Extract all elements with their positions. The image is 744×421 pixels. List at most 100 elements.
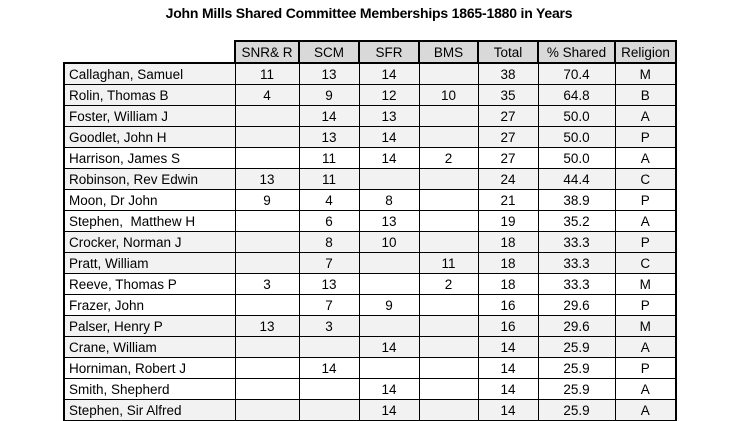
cell-total[interactable]: 18 [477,231,539,253]
cell-total[interactable]: 27 [477,147,539,169]
cell-snr-r[interactable]: 3 [234,273,300,295]
cell-pct-shared[interactable]: 38.9 [537,189,616,211]
cell-sfr[interactable] [358,252,420,274]
cell-religion[interactable]: P [614,294,677,316]
cell-total[interactable]: 24 [477,168,539,190]
cell-pct-shared[interactable]: 25.9 [537,399,616,421]
cell-pct-shared[interactable]: 33.3 [537,252,616,274]
column-header-total[interactable]: Total [477,40,539,64]
cell-snr-r[interactable] [234,105,300,127]
cell-pct-shared[interactable]: 64.8 [537,84,616,106]
cell-name[interactable]: Rolin, Thomas B [63,84,236,106]
cell-bms[interactable] [418,62,479,85]
cell-scm[interactable] [298,336,360,358]
cell-total[interactable]: 27 [477,105,539,127]
cell-religion[interactable]: C [614,252,677,274]
cell-sfr[interactable]: 12 [358,84,420,106]
cell-religion[interactable]: P [614,189,677,211]
cell-scm[interactable]: 4 [298,189,360,211]
cell-religion[interactable]: B [614,84,677,106]
cell-sfr[interactable] [358,315,420,337]
cell-scm[interactable]: 6 [298,210,360,232]
cell-scm[interactable]: 9 [298,84,360,106]
cell-total[interactable]: 18 [477,252,539,274]
cell-total[interactable]: 18 [477,273,539,295]
cell-bms[interactable] [418,378,479,400]
cell-pct-shared[interactable]: 33.3 [537,273,616,295]
cell-snr-r[interactable]: 13 [234,168,300,190]
cell-name[interactable]: Stephen, Sir Alfred [63,399,236,421]
cell-sfr[interactable]: 9 [358,294,420,316]
cell-bms[interactable] [418,315,479,337]
cell-sfr[interactable]: 14 [358,62,420,85]
cell-snr-r[interactable] [234,294,300,316]
cell-religion[interactable]: P [614,126,677,148]
cell-scm[interactable]: 7 [298,294,360,316]
cell-name[interactable]: Robinson, Rev Edwin [63,168,236,190]
cell-pct-shared[interactable]: 50.0 [537,105,616,127]
cell-name[interactable]: Crocker, Norman J [63,231,236,253]
cell-pct-shared[interactable]: 29.6 [537,315,616,337]
cell-sfr[interactable]: 14 [358,126,420,148]
cell-snr-r[interactable] [234,147,300,169]
cell-religion[interactable]: A [614,378,677,400]
column-header-religion[interactable]: Religion [614,40,677,64]
cell-pct-shared[interactable]: 25.9 [537,336,616,358]
cell-snr-r[interactable] [234,231,300,253]
cell-name[interactable]: Smith, Shepherd [63,378,236,400]
cell-sfr[interactable]: 10 [358,231,420,253]
cell-pct-shared[interactable]: 44.4 [537,168,616,190]
cell-total[interactable]: 19 [477,210,539,232]
cell-snr-r[interactable] [234,357,300,379]
cell-bms[interactable] [418,357,479,379]
cell-snr-r[interactable] [234,210,300,232]
cell-scm[interactable]: 13 [298,273,360,295]
cell-religion[interactable]: A [614,210,677,232]
cell-bms[interactable] [418,336,479,358]
cell-sfr[interactable]: 14 [358,378,420,400]
cell-bms[interactable] [418,294,479,316]
column-header-sfr[interactable]: SFR [358,40,420,64]
cell-snr-r[interactable]: 11 [234,62,300,85]
cell-pct-shared[interactable]: 33.3 [537,231,616,253]
cell-snr-r[interactable] [234,126,300,148]
cell-total[interactable]: 14 [477,357,539,379]
cell-snr-r[interactable]: 13 [234,315,300,337]
cell-sfr[interactable]: 13 [358,105,420,127]
cell-snr-r[interactable]: 9 [234,189,300,211]
cell-sfr[interactable]: 13 [358,210,420,232]
cell-bms[interactable] [418,105,479,127]
cell-religion[interactable]: M [614,62,677,85]
cell-sfr[interactable] [358,357,420,379]
cell-pct-shared[interactable]: 50.0 [537,126,616,148]
cell-bms[interactable] [418,168,479,190]
cell-name[interactable]: Harrison, James S [63,147,236,169]
cell-scm[interactable] [298,399,360,421]
cell-scm[interactable]: 11 [298,168,360,190]
cell-sfr[interactable]: 14 [358,147,420,169]
cell-bms[interactable] [418,189,479,211]
cell-religion[interactable]: A [614,399,677,421]
cell-sfr[interactable]: 14 [358,336,420,358]
cell-religion[interactable]: C [614,168,677,190]
cell-pct-shared[interactable]: 70.4 [537,62,616,85]
cell-scm[interactable]: 7 [298,252,360,274]
cell-name[interactable]: Frazer, John [63,294,236,316]
cell-name[interactable]: Palser, Henry P [63,315,236,337]
cell-religion[interactable]: A [614,105,677,127]
cell-snr-r[interactable] [234,399,300,421]
cell-total[interactable]: 27 [477,126,539,148]
cell-name[interactable]: Stephen, Matthew H [63,210,236,232]
column-header-shared[interactable]: % Shared [537,40,616,64]
cell-religion[interactable]: A [614,147,677,169]
cell-total[interactable]: 16 [477,294,539,316]
cell-pct-shared[interactable]: 25.9 [537,357,616,379]
cell-pct-shared[interactable]: 50.0 [537,147,616,169]
cell-pct-shared[interactable]: 35.2 [537,210,616,232]
cell-religion[interactable]: P [614,231,677,253]
cell-snr-r[interactable] [234,378,300,400]
cell-bms[interactable]: 2 [418,147,479,169]
cell-bms[interactable] [418,126,479,148]
cell-name[interactable]: Pratt, William [63,252,236,274]
cell-bms[interactable]: 11 [418,252,479,274]
